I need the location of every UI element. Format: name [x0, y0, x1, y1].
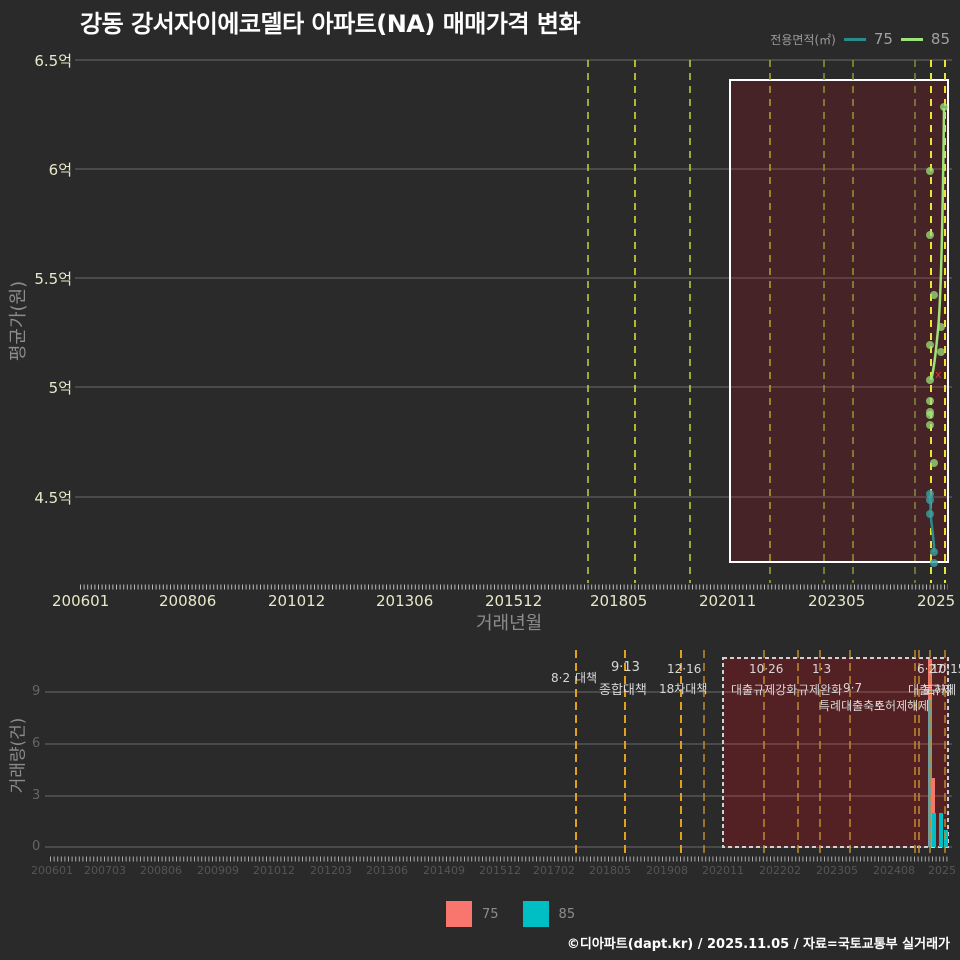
footer-credit: ©디아파트(dapt.kr) / 2025.11.05 / 자료=국토교통부 실…	[566, 937, 950, 952]
highlight-box-lower	[722, 657, 949, 848]
highlight-box	[729, 79, 949, 563]
annotation-date: 12·16	[667, 662, 702, 676]
x-tick: 200703	[84, 864, 126, 877]
series-85-points	[926, 103, 948, 467]
annotation-date: 9·7	[843, 681, 863, 695]
annotation-label: 종합대책	[599, 683, 647, 698]
x-tick: 201805	[590, 592, 648, 610]
chart-title: 강동 강서자이에코델타 아파트(NA) 매매가격 변화	[80, 10, 581, 38]
policy-lines-lower	[575, 650, 946, 858]
annotation-label: 대출규제	[908, 683, 953, 697]
x-tick: 202011	[699, 592, 757, 610]
y-tick: 5억	[48, 379, 72, 397]
legend-label-85: 85	[558, 906, 576, 922]
upper-x-label: 거래년월	[476, 613, 543, 634]
y-tick: 3	[32, 788, 41, 803]
annotation-label: 대책	[575, 671, 598, 685]
annotation-label: 특례대출축소	[819, 699, 886, 713]
x-tick: 2025	[928, 864, 956, 877]
x-tick: 201306	[376, 592, 434, 610]
x-tick: 202202	[759, 864, 801, 877]
x-tick: 200601	[31, 864, 73, 877]
legend-label-75: 75	[482, 906, 499, 922]
series-75-points	[926, 490, 938, 567]
upper-chart: x	[75, 59, 952, 590]
x-tick: 202011	[702, 864, 744, 877]
lower-chart	[45, 650, 952, 862]
x-tick: 200806	[140, 864, 182, 877]
x-tick: 201306	[366, 864, 408, 877]
y-tick: 5.5억	[34, 270, 72, 288]
legend-swatch-85-icon	[522, 901, 549, 927]
legend-title: 전용면적(㎡)	[770, 32, 836, 47]
annotation-label: 대출규제강화	[731, 683, 798, 697]
y-tick: 4.5억	[34, 489, 72, 507]
x-tick: 201702	[533, 864, 575, 877]
y-tick: 0	[32, 839, 41, 854]
x-tick: 202305	[816, 864, 858, 877]
x-tick: 202305	[808, 592, 866, 610]
annotation-label: 규제완화	[798, 683, 843, 697]
annotation-label: 18차대책	[659, 682, 708, 696]
upper-y-label: 평균가(원)	[8, 280, 29, 362]
annotation-label: 토허제	[923, 683, 957, 697]
annotation-date: 6·27	[917, 662, 944, 676]
x-tick: 200909	[197, 864, 239, 877]
legend-label-85: 85	[930, 30, 950, 48]
x-tick: 201805	[589, 864, 631, 877]
annotation-date: 10·15	[931, 662, 960, 676]
annotation-date: 8·2	[551, 671, 571, 685]
x-tick: 201012	[268, 592, 326, 610]
x-tick: 201409	[423, 864, 465, 877]
y-tick: 9	[32, 684, 41, 699]
legend-swatch-75-icon	[446, 901, 472, 927]
x-tick: 201012	[253, 864, 295, 877]
legend-area: 전용면적(㎡) 75 85	[770, 30, 950, 48]
annotation-date: 9·13	[611, 660, 640, 675]
x-tick: 2025	[917, 592, 956, 610]
x-tick: 201512	[479, 864, 521, 877]
y-tick: 6	[32, 736, 41, 751]
x-tick: 201203	[310, 864, 352, 877]
legend-line-75-icon	[843, 37, 866, 41]
legend-bottom: 75 85	[446, 901, 589, 927]
y-tick: 6억	[48, 161, 72, 179]
x-tick: 201908	[646, 864, 688, 877]
x-tick: 200601	[52, 592, 110, 610]
legend-line-85-icon	[900, 37, 923, 41]
legend-label-75: 75	[873, 30, 893, 48]
x-tick: 202408	[873, 864, 915, 877]
annotation-label: 토허제해제	[874, 699, 930, 713]
x-tick: 200806	[159, 592, 217, 610]
annotation-date: 10·26	[749, 662, 784, 676]
x-tick: 201512	[485, 592, 543, 610]
y-tick: 6.5억	[34, 52, 72, 70]
annotation-date: 1·3	[812, 662, 832, 676]
lower-y-label: 거래량(건)	[8, 717, 29, 794]
svg-text:x: x	[935, 368, 942, 381]
